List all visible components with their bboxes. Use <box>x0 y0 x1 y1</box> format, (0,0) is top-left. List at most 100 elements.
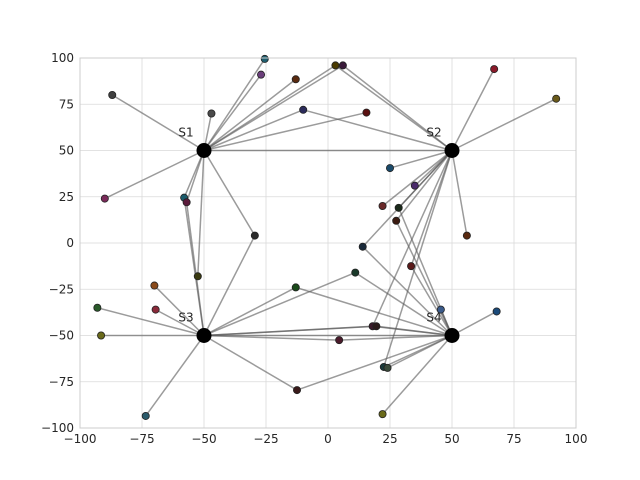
x-tick-label: −100 <box>64 432 97 446</box>
data-point <box>338 61 347 70</box>
connection-line <box>451 310 497 337</box>
y-tick-label: −100 <box>41 421 74 435</box>
station-markers: S1 S2 S3 S4 <box>178 126 460 343</box>
data-point <box>351 268 360 277</box>
connection-line <box>153 285 205 337</box>
connection-line <box>203 271 356 337</box>
x-tick-label: 100 <box>565 432 588 446</box>
connection-line <box>203 325 377 337</box>
connection-line <box>203 334 340 341</box>
y-tick-label: −75 <box>49 375 74 389</box>
data-point <box>292 386 301 395</box>
connection-line <box>303 109 453 152</box>
connection-line <box>334 64 453 152</box>
connection-line <box>383 150 453 368</box>
y-tick-label: 50 <box>59 144 74 158</box>
x-tick-label: 0 <box>324 432 332 446</box>
connection-line <box>111 94 205 152</box>
y-tick-label: −50 <box>49 329 74 343</box>
connection-line <box>395 150 453 222</box>
station-label: S2 <box>426 126 441 140</box>
connection-line <box>451 68 495 151</box>
connection-line <box>342 64 453 152</box>
data-point <box>151 305 160 314</box>
data-point <box>407 262 416 271</box>
connection-line <box>362 149 453 248</box>
data-point <box>490 65 499 74</box>
data-point <box>100 194 109 203</box>
data-point <box>141 411 150 420</box>
x-tick-label: 25 <box>382 432 397 446</box>
data-point <box>97 331 106 340</box>
connection-line <box>155 308 205 337</box>
station-marker <box>196 143 212 158</box>
connection-line <box>376 325 453 337</box>
data-point <box>299 105 308 114</box>
connection-line <box>371 150 453 327</box>
data-point <box>372 322 381 331</box>
y-tick-label: 100 <box>51 51 74 65</box>
connection-line <box>104 149 205 200</box>
y-tick-label: 75 <box>59 97 74 111</box>
data-point <box>410 181 419 190</box>
data-point <box>291 283 300 292</box>
x-tick-label: 75 <box>506 432 521 446</box>
data-point <box>250 231 259 240</box>
connection-line <box>382 149 453 207</box>
data-point <box>331 61 340 70</box>
connection-line <box>203 150 256 236</box>
connection-line <box>354 271 453 337</box>
connection-line <box>389 149 453 169</box>
data-point <box>492 307 501 316</box>
data-point <box>436 305 445 314</box>
connection-line <box>203 334 298 391</box>
connection-line <box>451 150 468 236</box>
data-point <box>291 75 300 84</box>
data-point <box>150 281 159 290</box>
connection-line <box>197 150 205 277</box>
connection-line <box>296 334 453 391</box>
data-point <box>193 272 202 281</box>
connection-lines <box>97 58 557 417</box>
connection-line <box>203 111 367 152</box>
station-marker <box>196 328 212 343</box>
station-label: S3 <box>178 311 193 325</box>
data-point <box>378 410 387 419</box>
connection-line <box>295 286 453 337</box>
data-point <box>385 164 394 173</box>
x-axis-ticks: −100 −75 −50 −25 0 25 50 75 100 <box>64 432 588 446</box>
data-point <box>335 336 344 345</box>
y-tick-label: −25 <box>49 282 74 296</box>
station-marker <box>444 328 460 343</box>
x-tick-label: −75 <box>129 432 154 446</box>
connection-line <box>185 150 205 203</box>
connection-line <box>145 335 205 417</box>
y-tick-label: 25 <box>59 190 74 204</box>
connection-line <box>203 74 262 151</box>
connection-line <box>97 307 205 337</box>
connection-line <box>395 220 453 336</box>
data-point <box>182 198 191 207</box>
connection-line <box>203 286 297 337</box>
connection-line <box>410 265 453 336</box>
y-tick-label: 0 <box>66 236 74 250</box>
data-point <box>358 242 367 251</box>
data-point <box>108 91 117 100</box>
data-point <box>394 203 403 212</box>
data-point <box>362 108 371 117</box>
connection-line <box>203 109 304 152</box>
connection-line <box>362 246 453 337</box>
station-label: S1 <box>178 126 193 140</box>
data-points <box>93 54 561 420</box>
connection-line <box>203 58 266 151</box>
connection-line <box>339 334 453 341</box>
connection-line <box>185 202 205 336</box>
data-point <box>392 216 401 225</box>
y-axis-ticks: −100 −75 −50 −25 0 25 50 75 100 <box>41 51 74 435</box>
station-marker <box>444 143 460 158</box>
connection-line <box>387 334 453 369</box>
x-tick-label: −50 <box>191 432 216 446</box>
data-point <box>552 94 561 103</box>
connection-line <box>381 335 453 415</box>
station-label: S4 <box>426 311 441 325</box>
